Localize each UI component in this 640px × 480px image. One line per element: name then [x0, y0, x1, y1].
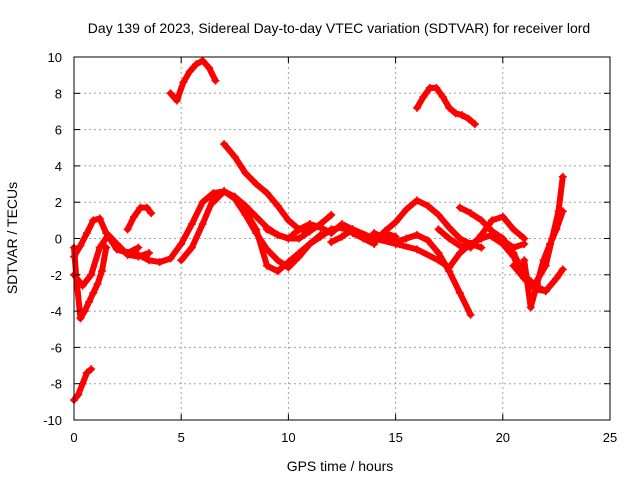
- y-tick-label: 6: [55, 123, 62, 138]
- y-tick-label: 2: [55, 195, 62, 210]
- y-tick-label: -2: [50, 268, 62, 283]
- chart-title: Day 139 of 2023, Sidereal Day-to-day VTE…: [88, 20, 590, 36]
- x-tick-label: 15: [388, 430, 402, 445]
- series-arc-mid-b: [220, 140, 335, 235]
- y-tick-label: 10: [48, 50, 62, 65]
- series-line: [224, 144, 331, 231]
- x-tick-label: 0: [70, 430, 77, 445]
- axis-ticks: 0 5 10 15 20 25 -10 -8 -6 -4 -2 0 2 4 6 8 10: [43, 50, 617, 445]
- y-tick-label: -10: [43, 413, 62, 428]
- series-arc-bump: [124, 204, 156, 234]
- series-arc-end-b: [520, 207, 567, 311]
- series-arc-late-high: [413, 84, 479, 128]
- x-axis-title: GPS time / hours: [287, 458, 394, 474]
- x-tick-label: 10: [281, 430, 295, 445]
- y-tick-label: -6: [50, 340, 62, 355]
- x-tick-label: 20: [496, 430, 510, 445]
- y-axis-title: SDTVAR / TECUs: [4, 182, 20, 294]
- series-line: [128, 208, 152, 230]
- y-tick-label: 8: [55, 86, 62, 101]
- y-tick-label: -8: [50, 377, 62, 392]
- x-tick-label: 25: [603, 430, 617, 445]
- y-tick-label: 0: [55, 232, 62, 247]
- y-tick-label: 4: [55, 159, 62, 174]
- sdtvar-chart: 0 5 10 15 20 25 -10 -8 -6 -4 -2 0 2 4 6 8 10 Day 139 of …: [0, 0, 640, 480]
- x-tick-label: 5: [178, 430, 185, 445]
- y-tick-label: -4: [50, 304, 62, 319]
- data-layer: [70, 57, 567, 404]
- series-arc-mid-d: [242, 207, 379, 275]
- series-arc-high: [166, 57, 219, 105]
